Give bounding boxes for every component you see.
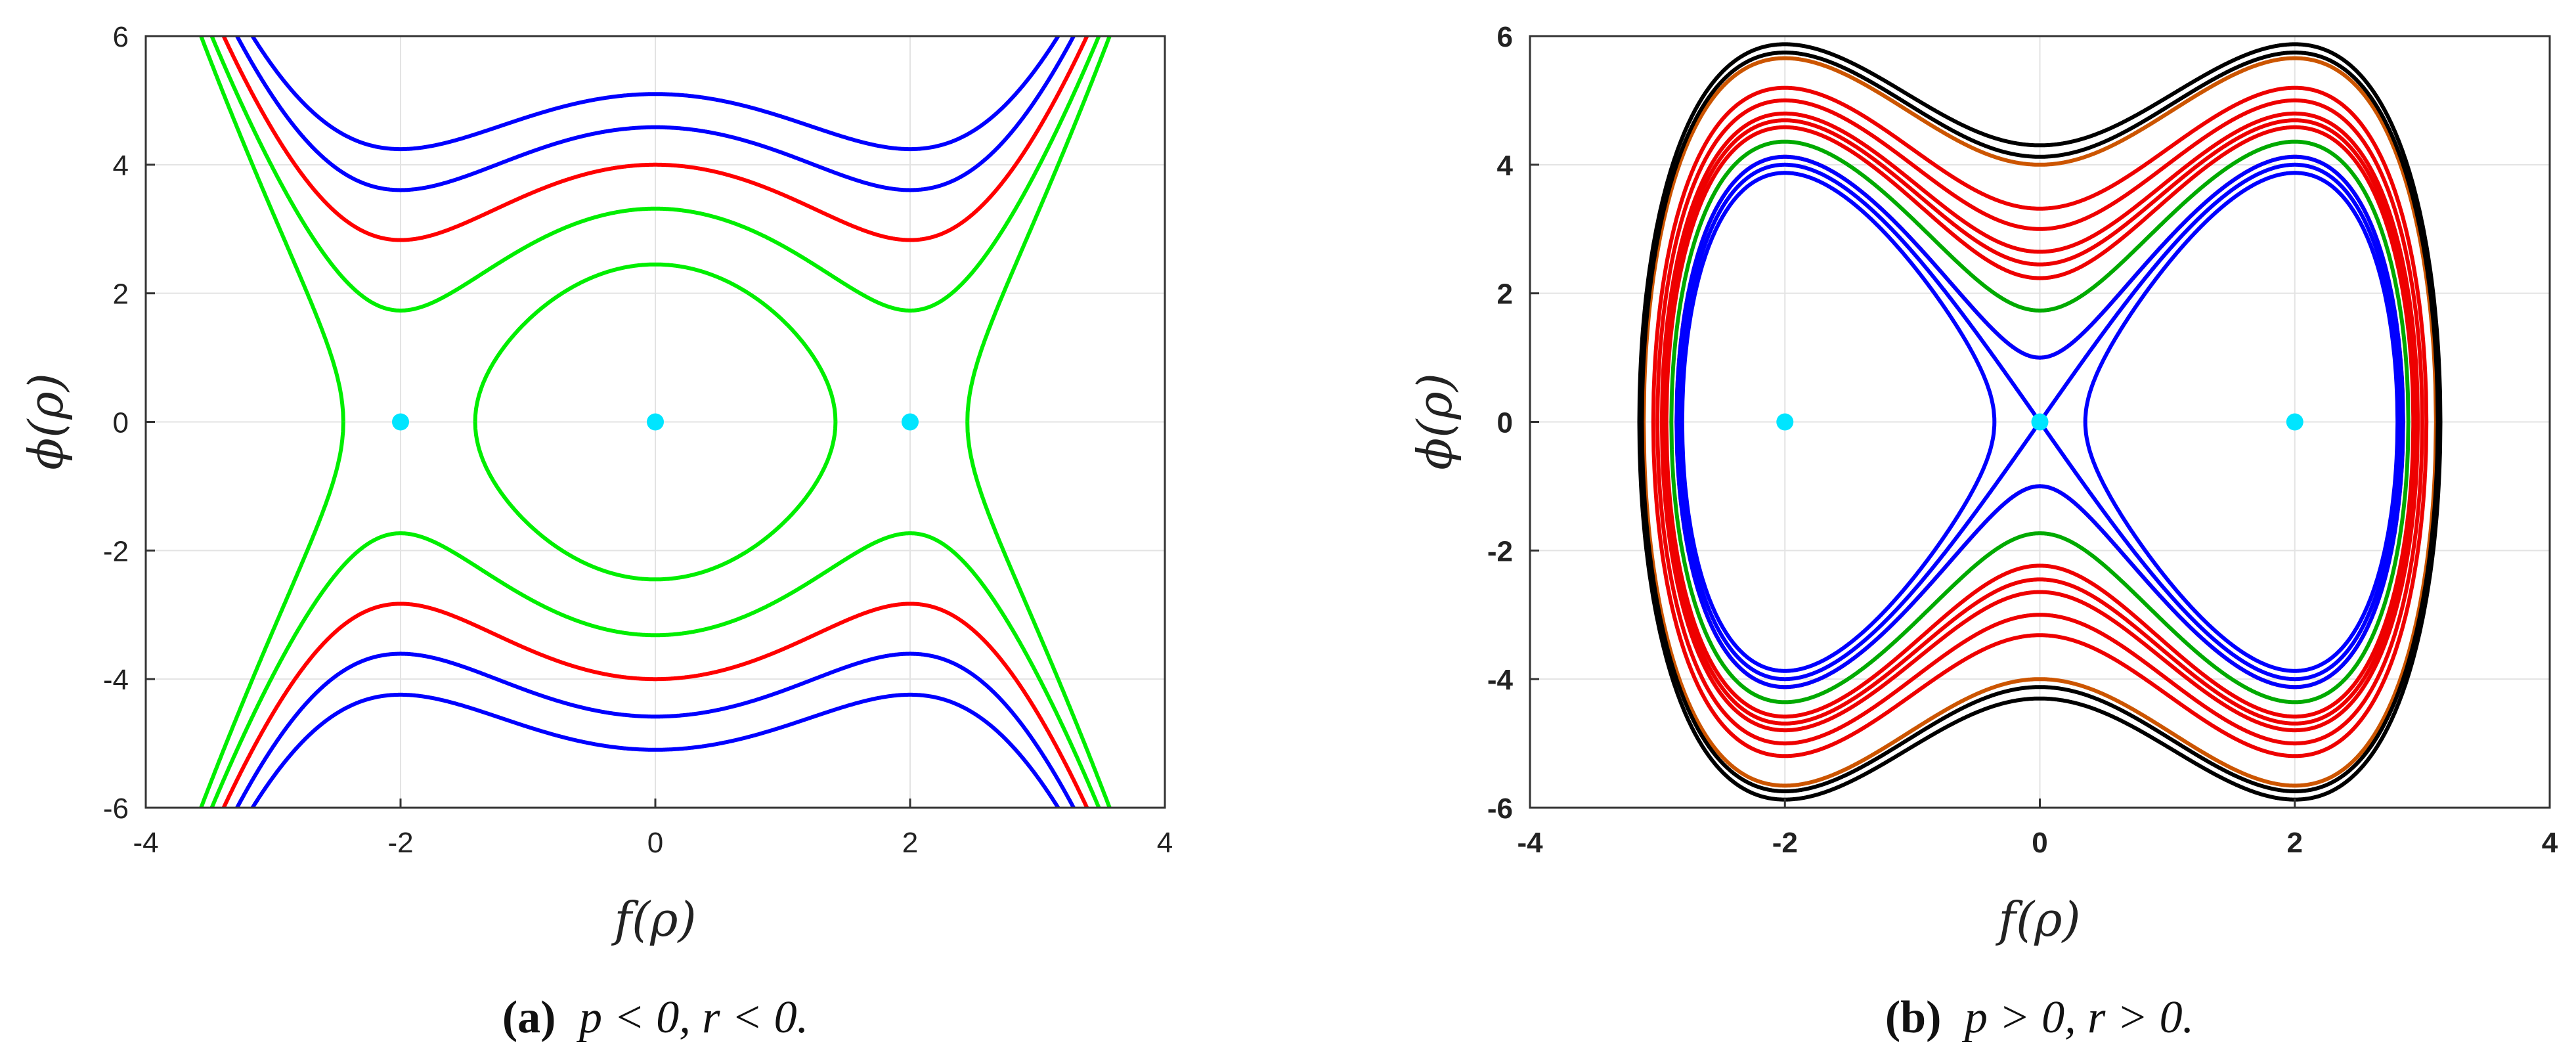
panel-a-caption-label: (a) bbox=[502, 992, 556, 1043]
panel-b-curve-3 bbox=[1642, 56, 2438, 788]
panel-a-equilibria bbox=[392, 413, 919, 431]
panel-b-curves bbox=[1637, 42, 2443, 802]
panel-a-curves bbox=[198, 36, 1112, 808]
panel-b-equilibrium-point-1 bbox=[2031, 413, 2049, 431]
panel-a-xtick-label-2: 0 bbox=[647, 827, 663, 859]
panel-b-xtick-label-1: -2 bbox=[1772, 827, 1798, 859]
panel-b-equilibrium-point-2 bbox=[2286, 413, 2303, 431]
panel-a-curve-4 bbox=[198, 36, 1112, 808]
panel-a-curve-1 bbox=[234, 36, 1076, 808]
panel-b-xtick-label-0: -4 bbox=[1517, 827, 1543, 859]
panel-b-curve-10 bbox=[1674, 154, 2405, 690]
panel-b-curve-9 bbox=[1669, 139, 2411, 705]
panel-b-caption-label: (b) bbox=[1885, 992, 1942, 1043]
panel-b-ytick-label-3: 0 bbox=[1497, 407, 1513, 439]
panel-b-curve-7 bbox=[1659, 111, 2420, 733]
panel-b-xtick-label-2: 0 bbox=[2032, 827, 2047, 859]
panel-a-xtick-label-3: 2 bbox=[902, 827, 918, 859]
panel-b-equilibrium-point-0 bbox=[1776, 413, 1794, 431]
panel-a-xtick-label-4: 4 bbox=[1157, 827, 1173, 859]
panel-b-caption: (b) p > 0, r > 0. bbox=[1885, 992, 2194, 1043]
panel-b-curve-1 bbox=[1662, 118, 2418, 726]
panel-b-ytick-label-0: -6 bbox=[1487, 793, 1513, 825]
panel-a-equilibrium-point-2 bbox=[902, 413, 919, 431]
panel-a-caption: (a) p < 0, r < 0. bbox=[502, 992, 808, 1043]
panel-b-xtick-label-3: 2 bbox=[2287, 827, 2303, 859]
panel-a-ytick-label-0: -6 bbox=[103, 793, 129, 825]
panel-a-ytick-label-2: -2 bbox=[103, 535, 129, 567]
panel-b-curve-8 bbox=[1664, 125, 2416, 719]
panel-a-curve-2 bbox=[221, 36, 1089, 808]
panel-a-ytick-label-5: 4 bbox=[113, 150, 129, 182]
panel-b-equilibria bbox=[1776, 413, 2303, 431]
panel-a-xtick-label-1: -2 bbox=[387, 827, 413, 859]
panel-b-ytick-label-5: 4 bbox=[1497, 150, 1514, 182]
panel-b-x-axis-label: f(ρ) bbox=[1995, 892, 2080, 947]
panel-b-y-axis-label: ϕ(ρ) bbox=[1407, 373, 1462, 470]
panel-b-ytick-label-6: 6 bbox=[1497, 21, 1513, 53]
panel-a-xtick-label-0: -4 bbox=[133, 827, 158, 859]
panel-b-curve-12 bbox=[1680, 171, 2400, 673]
panel-a-ytick-label-3: 0 bbox=[113, 407, 129, 439]
panel-a-equilibrium-point-1 bbox=[647, 413, 664, 431]
panel-b-ytick-label-2: -2 bbox=[1487, 535, 1513, 567]
panel-b-curve-5 bbox=[1637, 42, 2443, 802]
panel-b-caption-condition: p > 0, r > 0. bbox=[1961, 992, 2194, 1043]
panel-a-ytick-label-4: 2 bbox=[113, 278, 129, 311]
panel-a-curve-3 bbox=[209, 36, 1101, 808]
panel-a-ytick-label-6: 6 bbox=[113, 21, 129, 53]
panel-b-ytick-label-4: 2 bbox=[1497, 278, 1513, 311]
panel-a-ytick-label-1: -4 bbox=[103, 664, 129, 696]
panel-a-y-axis-label: ϕ(ρ) bbox=[18, 373, 74, 470]
panel-b-curve-6 bbox=[1655, 98, 2424, 746]
panel-a-equilibrium-point-0 bbox=[392, 413, 409, 431]
panel-a-curve-0 bbox=[250, 36, 1061, 808]
panel-a-x-axis-label: f(ρ) bbox=[611, 892, 696, 947]
panel-a-caption-condition: p < 0, r < 0. bbox=[576, 992, 808, 1043]
panel-b-ytick-label-1: -4 bbox=[1487, 664, 1514, 696]
panel-b-curve-4 bbox=[1640, 51, 2440, 793]
panel-b-xtick-label-4: 4 bbox=[2542, 827, 2558, 859]
panel-b-curve-2 bbox=[1651, 85, 2429, 758]
